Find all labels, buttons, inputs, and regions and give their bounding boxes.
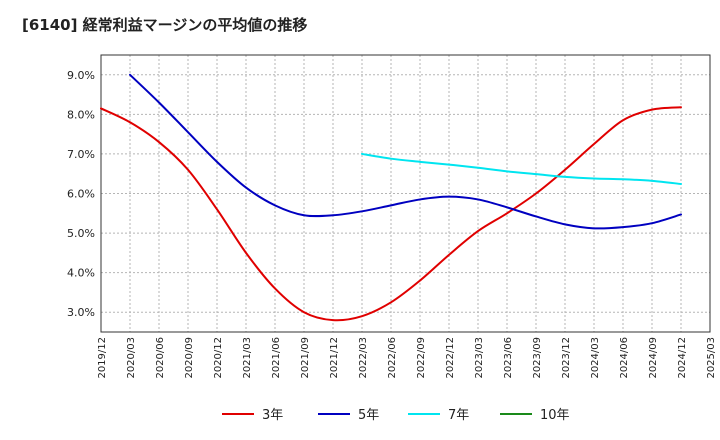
x-tick-label: 2023/09 (532, 337, 543, 379)
x-tick-label: 2020/09 (184, 337, 195, 379)
y-tick-label: 8.0% (67, 108, 95, 121)
legend-label-2: 7年 (448, 408, 469, 423)
x-tick-label: 2022/03 (358, 337, 369, 379)
series-line-0 (100, 106, 682, 322)
x-tick-label: 2020/03 (126, 337, 137, 379)
x-tick-label: 2023/03 (474, 337, 485, 379)
grid (100, 55, 711, 332)
x-tick-label: 2022/06 (387, 337, 398, 379)
legend-label-3: 10年 (540, 408, 570, 423)
plot-area-border (100, 54, 711, 333)
legend-label-1: 5年 (358, 408, 379, 423)
legend: 3年 5年 7年 10年 (222, 408, 570, 423)
x-tick-label: 2021/03 (242, 337, 253, 379)
x-tick-label: 2021/06 (271, 337, 282, 379)
x-tick-label: 2023/06 (503, 337, 514, 379)
series-line-1 (129, 73, 682, 230)
x-tick-label: 2022/09 (416, 337, 427, 379)
x-tick-label: 2020/06 (155, 337, 166, 379)
x-tick-label: 2024/12 (677, 337, 688, 379)
x-tick-label: 2019/12 (97, 337, 108, 379)
x-tick-label: 2022/12 (445, 337, 456, 379)
y-tick-label: 4.0% (67, 267, 95, 280)
x-tick-label: 2023/12 (561, 337, 572, 379)
y-tick-label: 7.0% (67, 148, 95, 161)
y-tick-label: 6.0% (67, 188, 95, 201)
x-tick-label: 2024/09 (648, 337, 659, 379)
y-tick-label: 9.0% (67, 69, 95, 82)
x-tick-label: 2020/12 (213, 337, 224, 379)
y-tick-label: 3.0% (67, 306, 95, 319)
x-tick-label: 2025/03 (706, 337, 717, 379)
x-tick-label: 2021/09 (300, 337, 311, 379)
chart-title: [6140] 経常利益マージンの平均値の推移 (22, 16, 307, 34)
y-tick-label: 5.0% (67, 227, 95, 240)
series-line-2 (361, 152, 682, 185)
x-tick-label: 2021/12 (329, 337, 340, 379)
axes: 3.0% 4.0% 5.0% 6.0% 7.0% 8.0% 9.0% 2019/12 2020/… (67, 54, 717, 379)
x-tick-label: 2024/03 (590, 337, 601, 379)
legend-label-0: 3年 (262, 408, 283, 423)
x-tick-label: 2024/06 (619, 337, 630, 379)
series-lines (100, 73, 682, 322)
